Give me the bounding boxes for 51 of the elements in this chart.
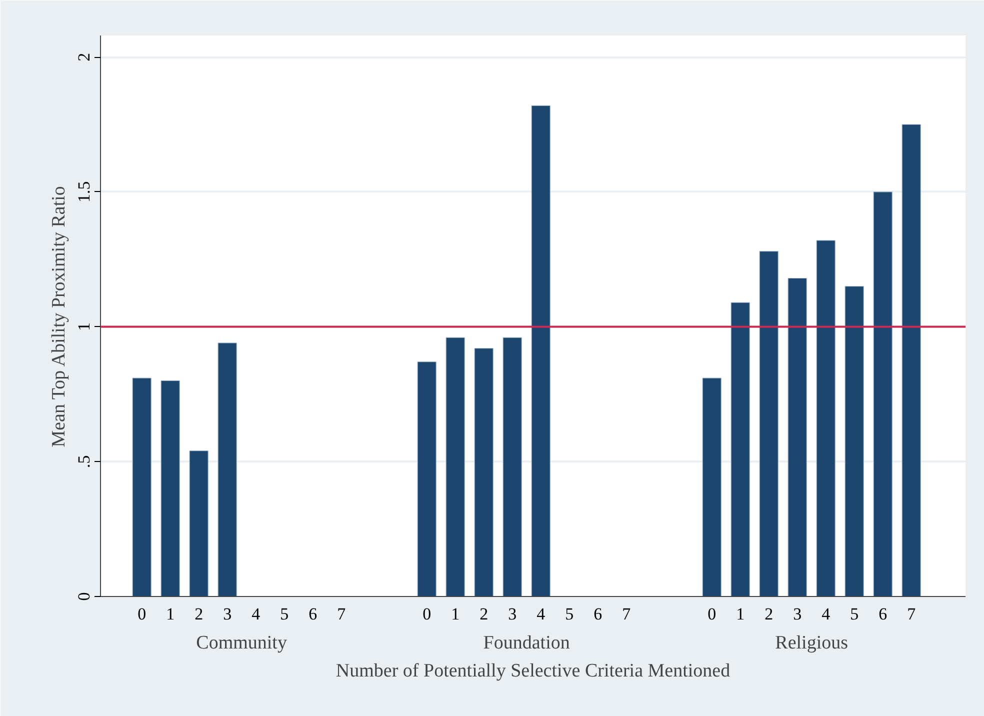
x-tick-label: 3 <box>793 604 802 624</box>
bar <box>502 337 522 596</box>
x-tick-label: 2 <box>480 604 488 624</box>
bar <box>902 124 921 596</box>
bar <box>730 302 750 596</box>
x-tick-label: 6 <box>594 604 602 624</box>
bar <box>844 286 864 596</box>
x-tick-label: 5 <box>280 604 289 624</box>
text: Religious <box>775 632 848 654</box>
x-tick-label: 5 <box>565 604 574 624</box>
x-tick-label: 0 <box>138 604 146 624</box>
x-tick-label: 1 <box>451 604 460 624</box>
y-tick-label: .5 <box>74 455 94 468</box>
y-tick-label: 1.5 <box>74 181 94 203</box>
y-tick-label: 0 <box>74 592 94 601</box>
text: Community <box>196 632 288 654</box>
x-tick-label: 4 <box>252 604 261 624</box>
bar <box>446 337 465 596</box>
bar <box>474 348 494 596</box>
bar <box>702 378 722 596</box>
x-tick-label: 5 <box>850 604 859 624</box>
x-tick-label: 1 <box>736 604 745 624</box>
x-tick-label: 6 <box>308 604 318 624</box>
bar <box>531 105 550 596</box>
x-tick-label: 6 <box>878 604 888 624</box>
x-tick-label: 7 <box>622 604 632 624</box>
text: Foundation <box>483 632 570 654</box>
bar <box>160 380 180 596</box>
y-tick-label: 1 <box>74 322 94 332</box>
x-tick-label: 2 <box>194 604 204 624</box>
bar <box>873 192 892 596</box>
bar <box>189 450 208 596</box>
x-tick-label: 1 <box>166 604 175 624</box>
bar <box>132 378 152 596</box>
x-tick-label: 3 <box>223 604 232 624</box>
x-tick-label: 7 <box>907 604 916 624</box>
x-tick-label: 4 <box>536 604 546 624</box>
bar <box>218 342 237 596</box>
x-tick-label: 3 <box>508 604 517 624</box>
bar <box>759 250 778 596</box>
bar <box>417 362 436 596</box>
x-axis-title: Number of Potentially Selective Criteria Mentioned <box>336 660 731 682</box>
y-axis-title: Mean Top Ability Proximity Ratio <box>48 186 70 448</box>
x-tick-label: 0 <box>708 604 716 624</box>
x-tick-label: 4 <box>822 604 831 624</box>
bar <box>816 240 836 596</box>
x-tick-label: 0 <box>422 604 432 624</box>
x-tick-label: 2 <box>764 604 774 624</box>
bar <box>788 278 807 596</box>
y-tick-label: 2 <box>74 52 94 62</box>
x-tick-label: 7 <box>337 604 346 624</box>
